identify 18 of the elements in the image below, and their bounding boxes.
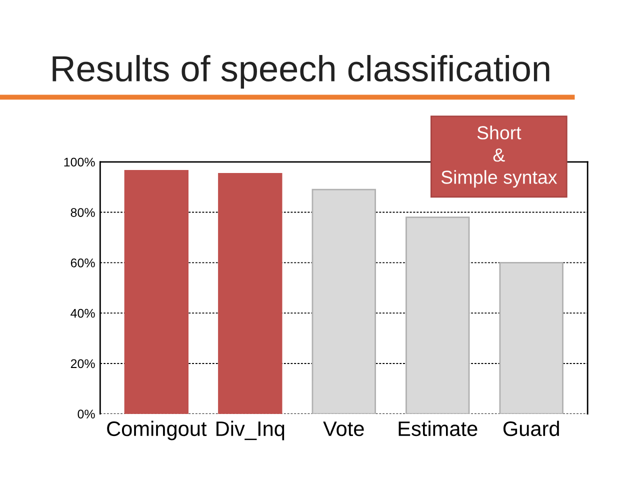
x-tick-label: Guard — [503, 420, 559, 436]
bar — [499, 262, 564, 414]
bar — [124, 170, 189, 414]
bar — [312, 188, 376, 414]
chart-title: Results of speech classification — [52, 55, 550, 89]
y-tick-label: 80% — [70, 208, 95, 217]
y-tick-label: 60% — [70, 258, 95, 268]
x-tick-label: Comingout — [107, 420, 207, 440]
x-tick-label: Estimate — [398, 420, 478, 436]
annotation: Short & Simple syntax — [441, 126, 558, 188]
x-tick-label: Vote — [323, 422, 364, 436]
x-tick-label: Div_Inq — [216, 420, 284, 440]
y-tick-label: 40% — [70, 308, 95, 318]
bar — [218, 173, 282, 414]
y-tick-label: 100% — [64, 158, 95, 167]
bar — [406, 216, 470, 414]
y-tick-label: 20% — [70, 359, 95, 368]
y-tick-label: 0% — [78, 410, 95, 419]
